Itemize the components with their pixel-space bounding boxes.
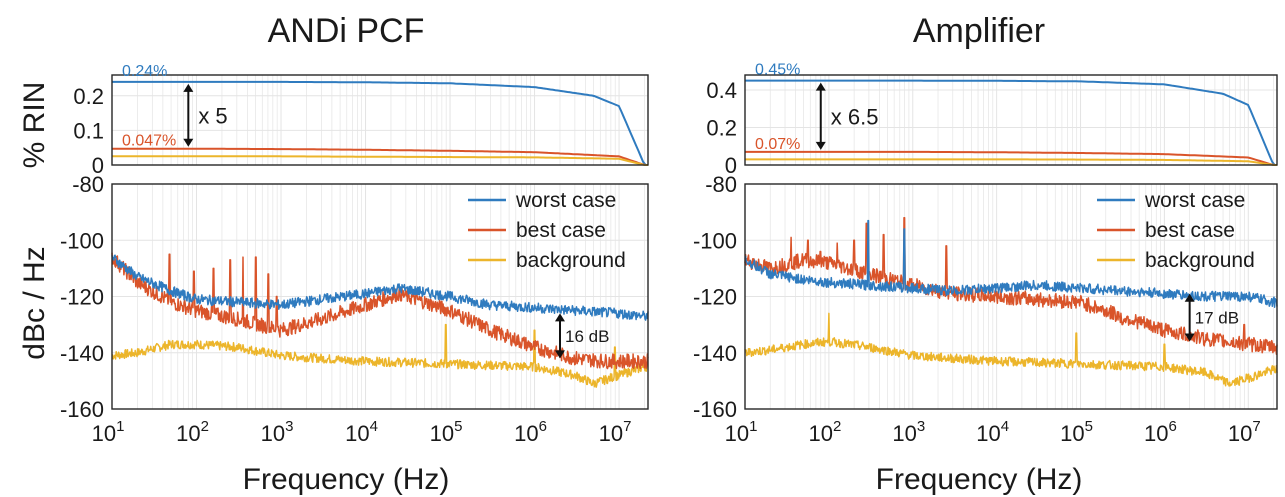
x-tick-label: 104: [345, 418, 378, 446]
rin-top-value-label: 0.24%: [122, 63, 167, 80]
series-line-worst-case: [744, 219, 1278, 308]
y-tick-label: -100: [693, 228, 737, 253]
y-tick-label: -80: [705, 172, 737, 197]
x-tick-label: 102: [176, 418, 209, 446]
rin-low-value-label: 0.047%: [122, 133, 176, 150]
y-tick-label: -80: [72, 172, 104, 197]
xlabel-right: Frequency (Hz): [876, 463, 1083, 496]
y-tick-label: -100: [60, 228, 104, 253]
x-tick-label: 103: [892, 418, 925, 446]
psd-gap-arrow-head-up: [1184, 293, 1195, 302]
xlabel-left: Frequency (Hz): [243, 463, 450, 496]
x-tick-label: 104: [976, 418, 1009, 446]
series-line-background: [112, 155, 648, 166]
series-line-worst-case: [111, 254, 649, 321]
legend-label: best case: [1145, 219, 1235, 242]
plot-frame: [111, 183, 649, 410]
rin-plot-right: 0 0.2 0.4 0.45% 0.07% x 6.5: [706, 62, 1278, 178]
x-tick-label: 101: [92, 418, 125, 446]
x-tick-label: 103: [261, 418, 294, 446]
legend-label: background: [516, 249, 626, 272]
rin-ratio-label: x 5: [198, 103, 227, 128]
psd-gap-label: 16 dB: [565, 327, 609, 346]
chart-title-left: ANDi PCF: [268, 12, 425, 50]
series-line-worst-case: [745, 79, 1277, 166]
y-tick-label: -160: [693, 397, 737, 422]
y-tick-label: 0: [92, 153, 104, 178]
rin-ratio-arrow-head-up: [183, 83, 194, 92]
plot-frame: [111, 74, 649, 166]
y-tick-label: -120: [693, 285, 737, 310]
plot-frame: [744, 183, 1278, 410]
legend-label: worst case: [515, 189, 616, 212]
rin-ratio-arrow-head-up: [815, 82, 826, 91]
chart-title-right: Amplifier: [913, 12, 1045, 50]
psd-ylabel-left: dBc / Hz: [18, 246, 51, 359]
x-tick-label: 102: [808, 418, 841, 446]
y-tick-label: 0: [725, 153, 737, 178]
y-tick-label: -120: [60, 285, 104, 310]
series-line-background: [111, 323, 649, 388]
rin-ratio-arrow-head-down: [815, 141, 826, 150]
y-tick-label: 0.2: [73, 84, 104, 109]
rin-low-value-label: 0.07%: [755, 136, 800, 153]
x-tick-label: 106: [514, 418, 547, 446]
legend-label: best case: [516, 219, 606, 242]
x-tick-label: 107: [599, 418, 632, 446]
x-tick-label: 106: [1144, 418, 1177, 446]
series-line-best-case: [744, 217, 1278, 355]
legend-label: background: [1145, 249, 1255, 272]
psd-gap-arrow-head-down: [1184, 333, 1195, 342]
y-tick-label: -160: [60, 397, 104, 422]
psd-gap-label: 17 dB: [1195, 309, 1239, 328]
rin-top-value-label: 0.45%: [755, 62, 800, 79]
series-line-background: [745, 158, 1277, 166]
rin-ylabel-left: % RIN: [18, 82, 51, 169]
plot-frame: [744, 74, 1278, 166]
rin-plot-left: 0 0.1 0.2 0.24% 0.047% x 5: [73, 63, 649, 178]
series-line-best-case: [745, 150, 1277, 166]
rin-ratio-arrow-head-down: [183, 138, 194, 147]
series-line-worst-case: [112, 80, 648, 166]
x-tick-label: 105: [430, 418, 463, 446]
y-tick-label: -140: [693, 341, 737, 366]
x-tick-label: 107: [1228, 418, 1261, 446]
rin-ratio-label: x 6.5: [831, 104, 879, 129]
legend-label: worst case: [1144, 189, 1245, 212]
x-tick-label: 101: [725, 418, 758, 446]
series-line-best-case: [112, 147, 648, 166]
series-line-background: [744, 312, 1278, 387]
psd-gap-arrow-head-up: [554, 313, 565, 322]
x-tick-label: 105: [1060, 418, 1093, 446]
y-tick-label: 0.4: [706, 78, 737, 103]
y-tick-label: 0.1: [73, 118, 104, 143]
y-tick-label: 0.2: [706, 116, 737, 141]
y-tick-label: -140: [60, 341, 104, 366]
psd-gap-arrow-head-down: [554, 350, 565, 359]
